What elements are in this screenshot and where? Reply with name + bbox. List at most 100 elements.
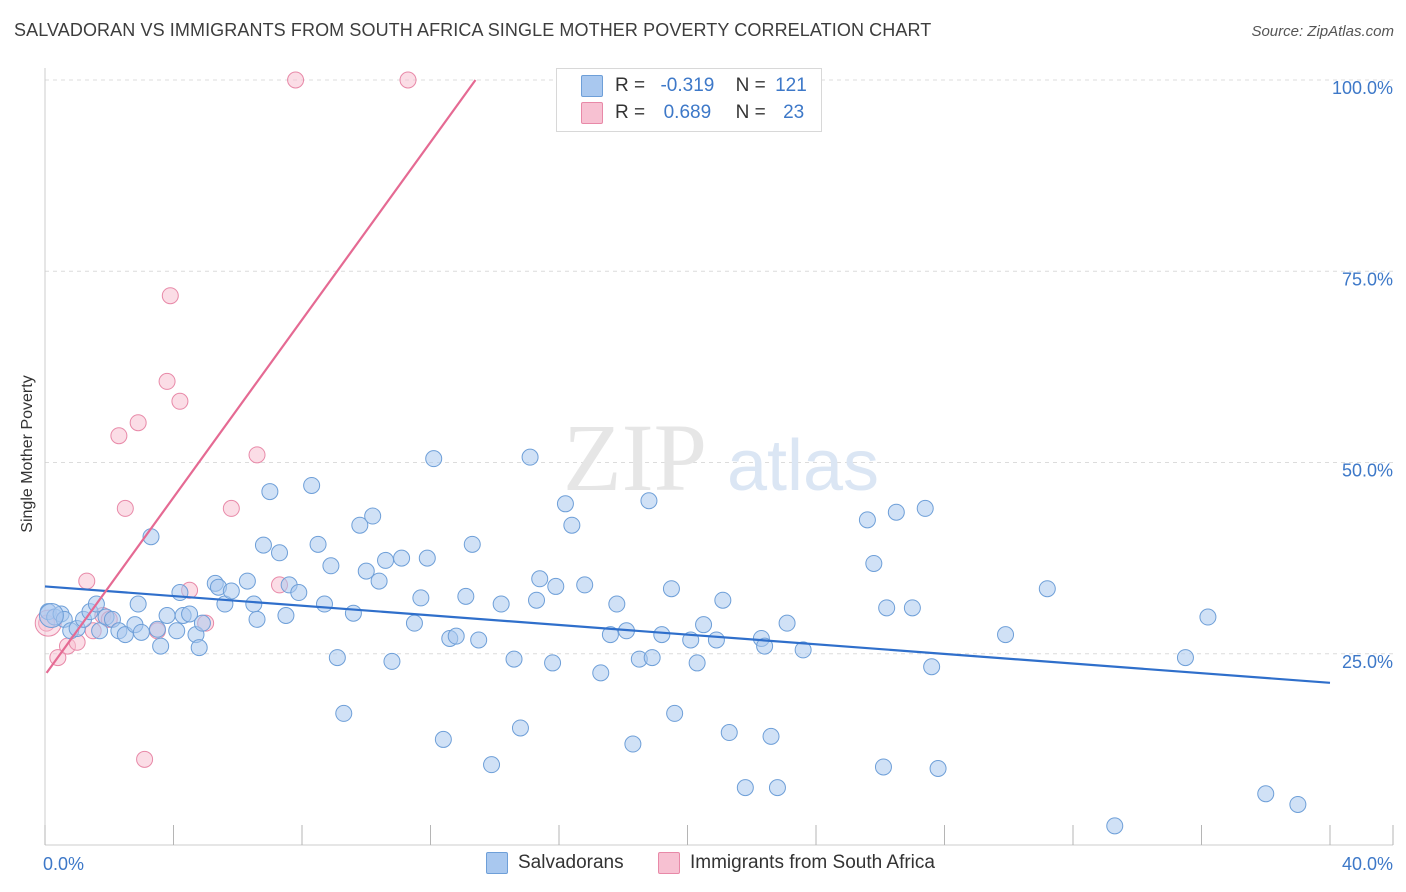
point-south-africa [136,750,154,768]
point-salvadoran [309,535,327,553]
source-label: Source: ZipAtlas.com [1251,23,1394,40]
point-salvadoran [592,664,610,682]
point-salvadoran [412,589,430,607]
south-africa-legend-swatch [658,852,680,874]
point-salvadoran [171,584,189,602]
y-tick-label: 75.0% [1342,269,1393,289]
point-salvadoran [547,577,565,595]
trend-layer [44,79,1331,684]
trendline-salvadorans [44,585,1331,684]
point-south-africa [129,414,147,432]
point-salvadoran [624,735,642,753]
point-salvadoran [254,536,272,554]
y-tick-label: 25.0% [1342,652,1393,672]
point-salvadoran [653,626,671,644]
grid-layer [45,79,1393,655]
point-salvadoran [158,607,176,624]
blue-points-group [38,448,1307,835]
point-salvadoran [322,557,340,575]
point-salvadoran [91,622,109,640]
point-salvadoran [768,779,786,797]
point-south-africa [161,287,179,305]
point-salvadoran [643,649,661,667]
point-salvadoran [483,756,501,774]
point-salvadoran [521,448,539,466]
point-salvadoran [707,631,725,649]
point-salvadoran [662,580,680,598]
y-tick-label: 50.0% [1342,461,1393,481]
point-salvadoran [1257,785,1275,803]
point-salvadoran [168,622,186,640]
point-salvadoran [528,591,546,609]
point-salvadoran [132,623,150,641]
point-south-africa [110,427,128,445]
point-salvadoran [865,554,883,572]
point-south-africa [158,372,176,390]
point-salvadoran [714,591,732,609]
pink-points-group [34,71,417,768]
point-salvadoran [193,614,211,632]
point-salvadoran [457,587,475,605]
point-salvadoran [492,595,510,613]
series-legend: Salvadorans Immigrants from South Africa [0,852,1406,878]
point-salvadoran [1176,649,1194,667]
point-south-africa [248,446,266,464]
point-salvadoran [447,627,465,645]
r-label: R = [615,102,646,123]
point-salvadoran [887,503,905,521]
point-salvadoran [778,614,796,632]
x-tick-label: 0.0% [43,854,84,874]
point-salvadoran [418,549,436,567]
point-salvadoran [463,535,481,553]
point-salvadoran [601,626,619,644]
point-salvadoran [720,724,738,742]
point-salvadoran [377,551,395,569]
point-salvadoran [878,599,896,617]
y-axis-label: Single Mother Poverty [19,375,36,533]
salvadorans-legend-swatch [486,852,508,874]
r-label: R = [615,75,646,96]
point-south-africa [171,392,189,410]
salvadorans-swatch [581,75,603,97]
chart-title: SALVADORAN VS IMMIGRANTS FROM SOUTH AFRI… [14,20,932,40]
point-salvadoran [425,450,443,468]
point-salvadoran [470,631,488,649]
point-salvadoran [916,499,934,517]
legend-item-salvadorans[interactable]: Salvadorans [486,852,624,874]
legend-item-south-africa[interactable]: Immigrants from South Africa [658,852,935,874]
point-salvadoran [695,616,713,634]
point-salvadoran [505,650,523,668]
point-salvadoran [666,704,684,722]
point-salvadoran [351,516,369,534]
point-salvadoran [794,641,812,659]
point-salvadoran [290,584,308,602]
trendline-south-africa [45,79,477,674]
point-salvadoran [181,605,199,623]
point-salvadoran [405,614,423,632]
point-salvadoran [222,582,240,600]
point-salvadoran [929,760,947,777]
point-salvadoran [688,654,706,672]
point-salvadoran [245,595,263,613]
point-south-africa [287,71,305,89]
point-salvadoran [393,549,411,567]
point-salvadoran [1038,580,1056,598]
point-salvadoran [608,595,626,613]
point-salvadoran [248,610,266,628]
point-salvadoran [874,758,892,776]
point-salvadoran [1289,795,1307,813]
x-tick-label: 40.0% [1342,854,1393,874]
n-label: N = [735,102,766,123]
point-south-africa [116,499,134,517]
point-salvadoran [277,607,295,624]
point-salvadoran [1199,608,1217,626]
n-label: N = [735,75,766,96]
n-value: 23 [783,102,805,123]
watermark-zip: ZIP [563,404,707,511]
point-salvadoran [38,603,64,628]
point-salvadoran [344,604,362,622]
r-value: 0.689 [663,102,712,123]
point-salvadoran [556,495,574,513]
point-salvadoran [271,544,289,562]
